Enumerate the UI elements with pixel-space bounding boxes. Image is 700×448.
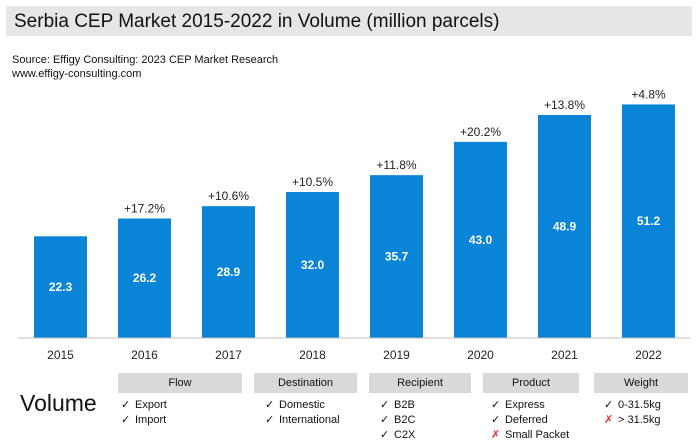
legend-item: ✓ International	[265, 413, 340, 428]
legend-item: ✗ Small Packet	[491, 428, 569, 443]
check-icon: ✓	[491, 414, 501, 426]
check-icon: ✓	[121, 399, 131, 411]
legend-item-text: B2B	[394, 399, 415, 411]
x-tick-label: 2020	[467, 348, 494, 362]
data-label: 43.0	[469, 233, 493, 247]
legend-item-text: International	[279, 414, 340, 426]
legend-item-text: > 31.5kg	[618, 414, 661, 426]
growth-label: +10.6%	[208, 189, 249, 203]
bar-2018	[286, 192, 339, 338]
growth-label: +10.5%	[292, 175, 333, 189]
legend-title-flow: Flow	[118, 373, 242, 393]
data-label: 51.2	[637, 214, 661, 228]
check-icon: ✓	[491, 399, 501, 411]
bar-2015	[34, 236, 87, 338]
legend-item-text: C2X	[394, 429, 416, 441]
cross-icon: ✗	[604, 414, 614, 426]
title-bar: Serbia CEP Market 2015-2022 in Volume (m…	[6, 6, 692, 36]
legend-item: ✓ Express	[491, 398, 569, 413]
legend-item-text: Export	[135, 399, 167, 411]
bar-2019	[370, 175, 423, 338]
legend-item-text: 0-31.5kg	[618, 399, 661, 411]
source-url: www.effigy-consulting.com	[12, 68, 142, 80]
bar-2017	[202, 206, 255, 338]
legend-item: ✗ > 31.5kg	[604, 413, 661, 428]
x-tick-label: 2022	[635, 348, 662, 362]
legend-item: ✓ Deferred	[491, 413, 569, 428]
data-label: 32.0	[301, 258, 325, 272]
legend-item-text: Small Packet	[505, 429, 570, 441]
legend-title-weight: Weight	[594, 373, 688, 393]
bar-2020	[454, 141, 507, 338]
check-icon: ✓	[380, 414, 390, 426]
growth-label: +13.8%	[544, 98, 585, 112]
legend-item: ✓ Import	[121, 413, 167, 428]
source-line: Source: Effigy Consulting: 2023 CEP Mark…	[12, 54, 279, 66]
data-label: 22.3	[49, 280, 73, 294]
legend-item: ✓ Domestic	[265, 398, 340, 413]
legend-item-text: Express	[505, 399, 545, 411]
bar-chart: 22.3 2015 26.2 +17.2% 2016 28.9 +10.6% 2017 32.0…	[18, 87, 690, 362]
data-label: 28.9	[217, 265, 241, 279]
cross-icon: ✗	[491, 429, 501, 441]
legend-item-text: B2C	[394, 414, 416, 426]
legend-item-text: Domestic	[279, 399, 325, 411]
legend-item: ✓ B2B	[380, 398, 415, 413]
bar-2022	[622, 104, 675, 338]
volume-label: Volume	[20, 390, 97, 416]
x-tick-label: 2019	[383, 348, 410, 362]
x-tick-label: 2017	[215, 348, 242, 362]
legend-item-text: Import	[135, 414, 167, 426]
x-tick-label: 2016	[131, 348, 158, 362]
legend-item: ✓ C2X	[380, 428, 415, 443]
bar-2016	[118, 218, 171, 338]
check-icon: ✓	[380, 429, 390, 441]
check-icon: ✓	[121, 414, 131, 426]
data-label: 26.2	[133, 271, 157, 285]
x-tick-label: 2021	[551, 348, 578, 362]
growth-label: +20.2%	[460, 125, 501, 139]
legend-title-recipient: Recipient	[369, 373, 471, 393]
legend-title-product: Product	[483, 373, 579, 393]
growth-label: +11.8%	[376, 158, 416, 172]
data-label: 48.9	[553, 219, 577, 233]
legend-item: ✓ Export	[121, 398, 167, 413]
x-tick-label: 2018	[299, 348, 326, 362]
legend-item: ✓ B2C	[380, 413, 415, 428]
data-label: 35.7	[385, 250, 409, 264]
check-icon: ✓	[604, 399, 614, 411]
check-icon: ✓	[380, 399, 390, 411]
check-icon: ✓	[265, 399, 275, 411]
growth-label: +4.8%	[631, 87, 666, 101]
legend-item-text: Deferred	[505, 414, 548, 426]
x-tick-label: 2015	[47, 348, 74, 362]
growth-label: +17.2%	[124, 201, 165, 215]
bar-2021	[538, 114, 591, 339]
check-icon: ✓	[265, 414, 275, 426]
legend-item: ✓ 0-31.5kg	[604, 398, 661, 413]
chart-title: Serbia CEP Market 2015-2022 in Volume (m…	[14, 11, 500, 32]
legend-title-destination: Destination	[254, 373, 357, 393]
